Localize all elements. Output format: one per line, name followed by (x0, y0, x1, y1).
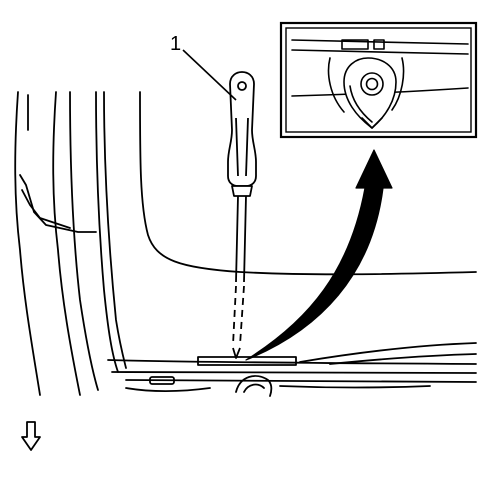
clip-detail-inset (279, 21, 478, 139)
inset-slot-1 (341, 39, 369, 50)
window-outline (139, 91, 477, 276)
sill-line-top (107, 359, 477, 365)
inset-slot-2 (373, 39, 385, 50)
screwdriver-shaft-hidden (232, 285, 245, 346)
lower-contour-2 (279, 385, 431, 389)
callout-1-label: 1 (170, 33, 181, 55)
pillar-inner-step-2 (21, 189, 71, 229)
screwdriver (227, 71, 257, 359)
trim-diagonal-2 (329, 353, 477, 365)
clip-location (197, 356, 297, 366)
lower-hump-inner (243, 383, 265, 393)
inset-clip-edge (349, 85, 373, 123)
sill-line-bottom (111, 371, 477, 374)
handle-hang-hole (237, 81, 247, 91)
callout-1: 1 (170, 33, 237, 101)
inset-trim-line-1 (291, 39, 469, 45)
inset-clip-hole (360, 72, 384, 96)
inset-clip-hole-inner (365, 77, 379, 91)
inset-clip-recess (327, 57, 405, 113)
lower-hump (235, 375, 273, 397)
screwdriver-shaft (235, 195, 247, 283)
trim-slot (149, 376, 175, 385)
down-arrow-icon (21, 421, 41, 451)
vehicle-body-lineart (14, 91, 477, 397)
curved-arrow-icon (245, 149, 393, 361)
pillar-line-3 (69, 91, 99, 391)
pillar-line-2 (52, 91, 81, 396)
inset-clip-notch (361, 117, 383, 129)
inset-frame-inner (285, 27, 472, 133)
screwdriver-tip (232, 347, 241, 359)
pillar-line-4 (95, 91, 119, 373)
inset-trim-line-2 (291, 49, 469, 55)
pillar-line-5 (103, 91, 127, 369)
pillar-outer-line (14, 91, 41, 396)
handle-ferrule (231, 185, 253, 197)
handle-groove (235, 117, 249, 177)
callout-1-leader (182, 49, 237, 101)
trim-diagonal-1 (299, 342, 477, 363)
screwdriver-handle (227, 71, 257, 187)
sill-line-lower (125, 379, 477, 383)
lower-contour-1 (125, 387, 211, 392)
